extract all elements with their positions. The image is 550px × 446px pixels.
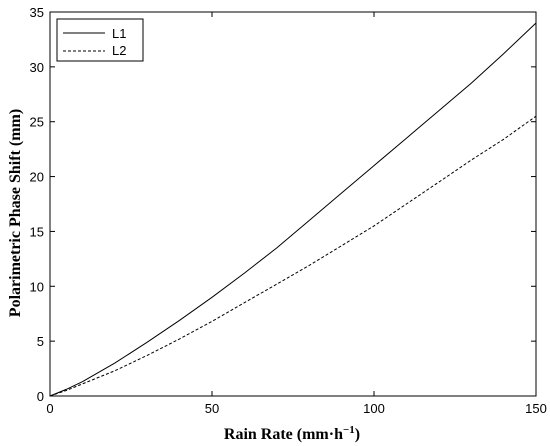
- y-tick-label: 5: [37, 334, 44, 349]
- y-tick-label: 35: [30, 5, 44, 20]
- x-axis-label-close: ): [355, 426, 360, 443]
- x-axis-label: Rain Rate (mm·h−1): [224, 424, 360, 443]
- series-line-l2: [49, 115, 537, 397]
- y-tick-label: 25: [30, 115, 44, 130]
- series-group: [49, 22, 537, 397]
- x-tick-label: 0: [46, 401, 53, 416]
- legend-label-l1: L1: [112, 26, 126, 41]
- legend: L1 L2: [56, 18, 144, 62]
- legend-label-l2: L2: [112, 43, 126, 58]
- plot-area: [49, 11, 537, 397]
- series-line-l1: [49, 22, 537, 397]
- x-axis-label-sup: −1: [343, 424, 355, 436]
- y-axis-label: Polarimetric Phase Shift (mm): [7, 109, 24, 317]
- plot-frame: [49, 11, 537, 397]
- y-tick-label: 15: [30, 224, 44, 239]
- y-tick-label: 10: [30, 279, 44, 294]
- axis-ticks: 0 50 100 150 0 5 10 15 20 25 30 35: [30, 5, 547, 416]
- legend-box: [56, 18, 144, 62]
- x-tick-label: 150: [525, 401, 547, 416]
- x-tick-label: 50: [205, 401, 219, 416]
- y-tick-label: 0: [37, 389, 44, 404]
- x-tick-label: 100: [363, 401, 385, 416]
- y-tick-label: 20: [30, 170, 44, 185]
- y-tick-label: 30: [30, 60, 44, 75]
